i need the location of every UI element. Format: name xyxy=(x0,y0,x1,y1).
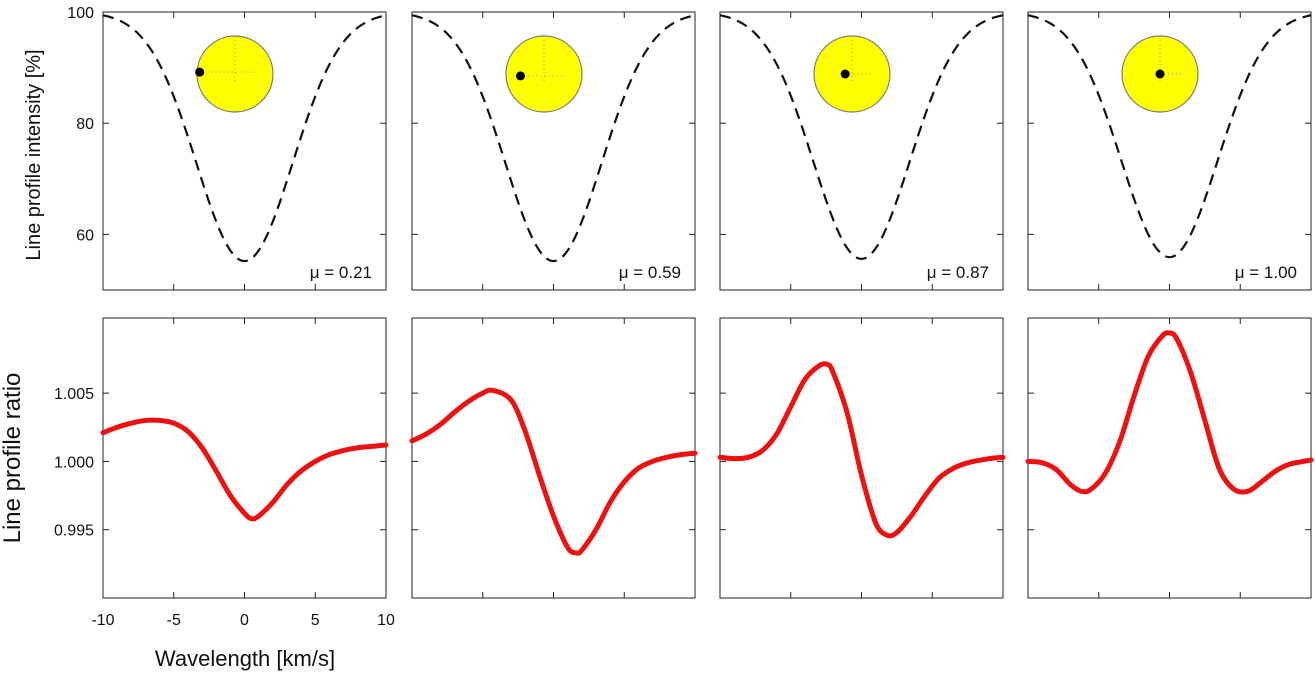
planet-dot xyxy=(195,67,205,77)
bottom-axes-frame xyxy=(102,317,387,599)
ratio-curve xyxy=(100,417,389,522)
line-profile-dashed xyxy=(719,14,1004,260)
panels-group: 60 80 100 μ = 0.21 0.995 1.000 1.005 -10 -5 0 5 10 μ… xyxy=(54,5,1314,629)
panel-1: 60 80 100 μ = 0.21 0.995 1.000 1.005 -10 -5 0 5 10 xyxy=(54,5,395,629)
mu-label: μ = 0.21 xyxy=(310,263,372,282)
top-y-tick-label: 60 xyxy=(76,227,94,244)
mu-label: μ = 0.87 xyxy=(927,263,989,282)
x-axis-label: Wavelength [km/s] xyxy=(155,646,335,671)
panel-2: μ = 0.59 xyxy=(409,11,698,599)
ratio-curve xyxy=(717,361,1006,539)
bottom-y-tick-label: 1.000 xyxy=(54,454,94,471)
planet-dot xyxy=(515,71,525,81)
line-profile-dashed xyxy=(411,14,696,263)
mu-label: μ = 0.59 xyxy=(619,263,681,282)
bottom-y-tick-label: 0.995 xyxy=(54,523,94,540)
x-tick-label: -10 xyxy=(91,612,114,629)
planet-dot xyxy=(840,69,850,79)
top-y-tick-label: 80 xyxy=(76,116,94,133)
line-profile-dashed xyxy=(102,14,387,263)
mu-label: μ = 1.00 xyxy=(1235,263,1297,282)
panel-4: μ = 1.00 xyxy=(1025,11,1314,599)
panel-3: μ = 0.87 xyxy=(717,11,1006,599)
x-tick-label: 0 xyxy=(240,612,249,629)
bottom-y-axis-label: Line profile ratio xyxy=(0,373,26,544)
planet-dot xyxy=(1155,69,1165,79)
ratio-curve xyxy=(409,387,698,556)
x-tick-label: 5 xyxy=(311,612,320,629)
line-profile-dashed xyxy=(1027,14,1312,259)
x-tick-label: 10 xyxy=(377,612,395,629)
top-y-axis-label: Line profile intensity [%] xyxy=(23,49,45,260)
star-disk xyxy=(196,35,274,113)
x-tick-label: -5 xyxy=(167,612,181,629)
bottom-axes-frame xyxy=(1027,317,1312,599)
bottom-axes-frame xyxy=(411,317,696,599)
bottom-axes-frame xyxy=(719,317,1004,599)
top-y-tick-label: 100 xyxy=(67,5,94,22)
bottom-y-tick-label: 1.005 xyxy=(54,386,94,403)
ratio-curve xyxy=(1025,330,1314,495)
star-disk xyxy=(813,35,891,113)
